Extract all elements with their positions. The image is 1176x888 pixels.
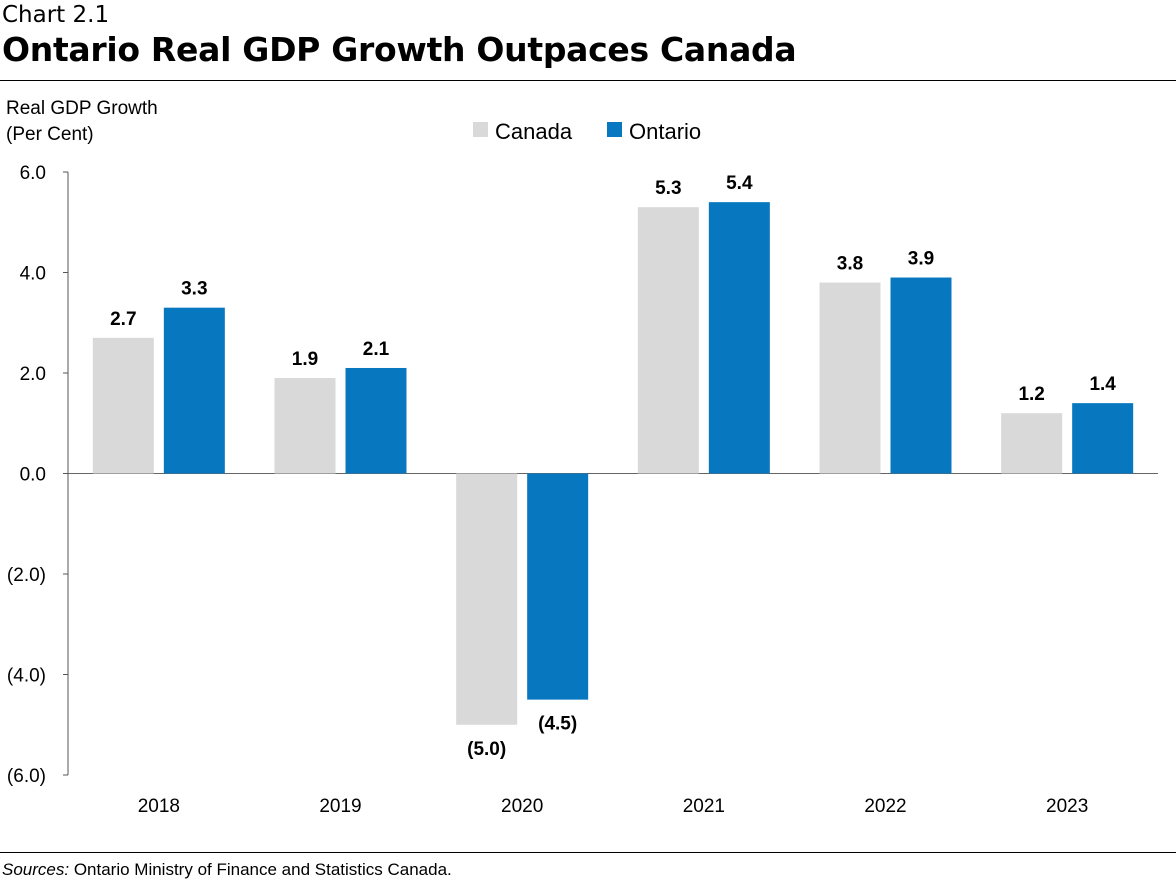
sources-note: Sources: Ontario Ministry of Finance and… xyxy=(2,860,452,880)
x-tick-label: 2019 xyxy=(319,796,361,817)
data-label-canada-2018: 2.7 xyxy=(110,309,136,330)
sources-label: Sources: xyxy=(2,860,70,879)
y-tick-label: (4.0) xyxy=(7,666,46,687)
data-label-ontario-2018: 3.3 xyxy=(181,279,207,300)
y-tick-label: (6.0) xyxy=(7,766,46,787)
y-axis-label-line-2: (Per Cent) xyxy=(6,124,94,145)
bar-canada-2020 xyxy=(456,473,518,725)
bar-canada-2018 xyxy=(92,337,154,474)
bar-canada-2021 xyxy=(637,207,699,474)
y-tick-label: (2.0) xyxy=(7,565,46,586)
data-label-ontario-2023: 1.4 xyxy=(1089,374,1116,395)
y-axis-label: Real GDP Growth (Per Cent) xyxy=(6,96,158,148)
x-tick-label: 2023 xyxy=(1046,796,1088,817)
data-label-canada-2022: 3.8 xyxy=(837,254,863,275)
title-divider xyxy=(0,80,1176,81)
y-tick-label: 4.0 xyxy=(20,264,46,285)
data-label-canada-2023: 1.2 xyxy=(1018,384,1044,405)
bar-canada-2023 xyxy=(1001,413,1063,474)
legend-label-ontario: Ontario xyxy=(629,119,701,144)
sources-text: Ontario Ministry of Finance and Statisti… xyxy=(69,860,452,879)
data-label-ontario-2020: (4.5) xyxy=(538,714,577,735)
x-tick-label: 2018 xyxy=(138,796,180,817)
y-tick-label: 0.0 xyxy=(20,465,46,486)
bar-ontario-2019 xyxy=(345,367,407,474)
data-label-canada-2020: (5.0) xyxy=(467,739,506,760)
chart-title: Ontario Real GDP Growth Outpaces Canada xyxy=(2,30,797,69)
bar-canada-2019 xyxy=(274,378,336,474)
legend-swatch-canada xyxy=(473,122,488,137)
bar-ontario-2020 xyxy=(527,473,589,700)
x-tick-label: 2022 xyxy=(864,796,906,817)
legend-label-canada: Canada xyxy=(495,119,573,144)
data-label-ontario-2021: 5.4 xyxy=(726,173,753,194)
footer-divider xyxy=(0,852,1176,853)
bar-ontario-2018 xyxy=(163,307,225,474)
x-tick-label: 2020 xyxy=(501,796,543,817)
data-label-canada-2021: 5.3 xyxy=(655,178,681,199)
bar-ontario-2023 xyxy=(1072,403,1134,474)
y-axis-label-line-1: Real GDP Growth xyxy=(6,98,158,119)
y-tick-label: 6.0 xyxy=(20,163,46,184)
bar-canada-2022 xyxy=(819,282,881,474)
data-label-ontario-2022: 3.9 xyxy=(908,249,934,270)
y-tick-label: 2.0 xyxy=(20,364,46,385)
bar-ontario-2022 xyxy=(890,277,952,474)
chart-kicker: Chart 2.1 xyxy=(2,2,110,28)
bar-ontario-2021 xyxy=(708,202,770,474)
legend-swatch-ontario xyxy=(607,122,622,137)
data-label-canada-2019: 1.9 xyxy=(292,349,318,370)
x-tick-label: 2021 xyxy=(683,796,725,817)
data-label-ontario-2019: 2.1 xyxy=(363,339,390,360)
